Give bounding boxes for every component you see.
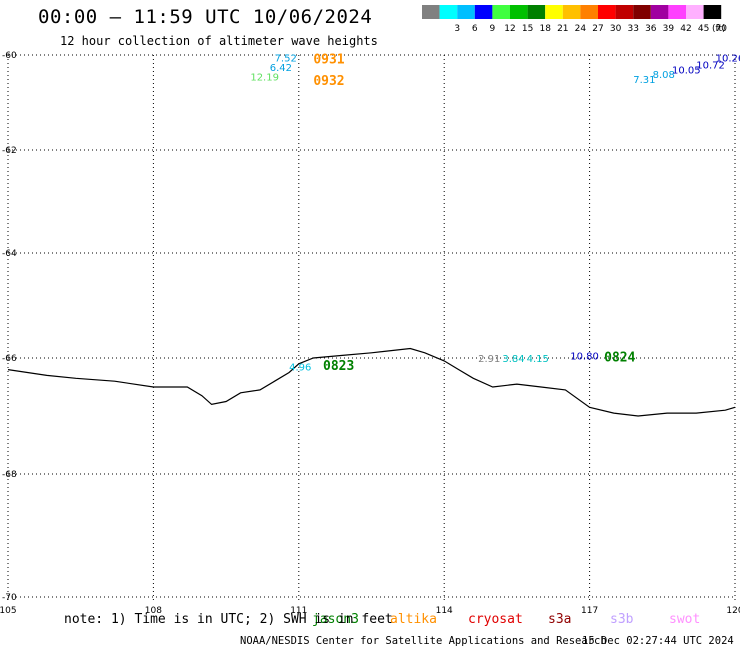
pass-time-label: 0823	[323, 359, 354, 374]
map-frame	[8, 55, 735, 600]
lon-tick-label: 114	[436, 606, 453, 616]
wave-height-value: 7.31	[633, 75, 655, 86]
legend-swatch	[545, 5, 563, 19]
wave-height-value: 2.91	[478, 354, 500, 365]
wave-height-value: 12.19	[250, 72, 279, 83]
legend-swatch	[686, 5, 704, 19]
legend-label: 45	[698, 24, 709, 34]
legend-label: 6	[472, 24, 478, 34]
lon-tick-label: 105	[0, 606, 17, 616]
legend-label: 15	[522, 24, 533, 34]
legend-swatch	[474, 5, 493, 19]
wave-height-value: 6.42	[270, 63, 292, 74]
footer-timestamp: 15 Dec 02:27:44 UTC 2024	[582, 635, 734, 647]
legend-label: 42	[680, 24, 691, 34]
legend-swatch	[510, 5, 528, 19]
wave-height-value: 8.08	[653, 70, 675, 81]
footer-agency: NOAA/NESDIS Center for Satellite Applica…	[240, 635, 607, 647]
page-subtitle: 12 hour collection of altimeter wave hei…	[60, 34, 378, 48]
lon-tick-label: 108	[145, 606, 162, 616]
legend-swatch	[527, 5, 546, 19]
legend-swatch	[703, 5, 722, 19]
legend-swatch	[633, 5, 651, 19]
legend-label: 39	[663, 24, 675, 34]
lon-tick-label: 120	[726, 606, 740, 616]
coastline	[7, 347, 736, 417]
legend-swatch	[492, 5, 510, 19]
wave-height-value: 10.72	[696, 61, 725, 72]
wave-height-value: 4.15	[527, 354, 549, 365]
pass-time-label: 0931	[313, 52, 344, 67]
pass-time-label: 0932	[313, 74, 344, 89]
legend-label: 33	[627, 24, 638, 34]
legend-label: 30	[610, 24, 622, 34]
legend-label: 21	[557, 24, 568, 34]
legend-label: 18	[539, 24, 551, 34]
satellite-s3b: s3b	[610, 612, 634, 627]
wave-height-value: 4.96	[289, 363, 311, 374]
lat-tick-label: -68	[2, 470, 17, 480]
legend-label: 3	[454, 24, 460, 34]
legend-swatch	[439, 5, 458, 19]
lat-tick-label: -64	[2, 249, 17, 259]
note-text: note: 1) Time is in UTC; 2) SWH is in fe…	[64, 612, 393, 627]
legend-swatch	[598, 5, 616, 19]
wave-height-value: 3.84	[502, 354, 524, 365]
lat-tick-label: -60	[2, 51, 17, 61]
pass-time-label: 0824	[604, 350, 635, 365]
legend-swatch	[457, 5, 475, 19]
lat-tick-label: -66	[2, 354, 17, 364]
legend-swatch	[668, 5, 686, 19]
legend-label: 12	[504, 24, 515, 34]
legend-label: 36	[645, 24, 657, 34]
legend-unit: (ft)	[712, 24, 726, 34]
page-title: 00:00 – 11:59 UTC 10/06/2024	[38, 6, 373, 28]
wave-height-value: 7.52	[275, 53, 297, 64]
satellite-jason3: jason3	[312, 612, 359, 627]
legend-swatch	[562, 5, 581, 19]
wave-height-value: 10.05	[672, 65, 701, 76]
legend-swatch	[650, 5, 669, 19]
legend-label: 9	[490, 24, 496, 34]
legend-label: 70	[715, 24, 727, 34]
lat-tick-label: -62	[2, 146, 17, 156]
color-legend: 3 6 9 12 15 18 21 24 27 30 33 36 39 42 45 70(ft)	[422, 5, 727, 34]
wave-height-value: 10.80	[570, 351, 599, 362]
satellite-cryosat: cryosat	[468, 612, 523, 627]
lon-tick-label: 117	[581, 606, 598, 616]
lon-tick-label: 111	[290, 606, 307, 616]
legend-swatch	[580, 5, 598, 19]
legend-label: 24	[575, 24, 587, 34]
satellite-swot: swot	[669, 612, 701, 627]
satellite-s3a: s3a	[548, 612, 572, 627]
legend-swatch	[422, 5, 440, 19]
legend-label: 27	[592, 24, 603, 34]
satellite-altika: altika	[390, 612, 437, 627]
wave-height-value: 10.26	[716, 53, 740, 64]
legend-swatch	[615, 5, 634, 19]
lat-tick-label: -70	[2, 593, 17, 603]
